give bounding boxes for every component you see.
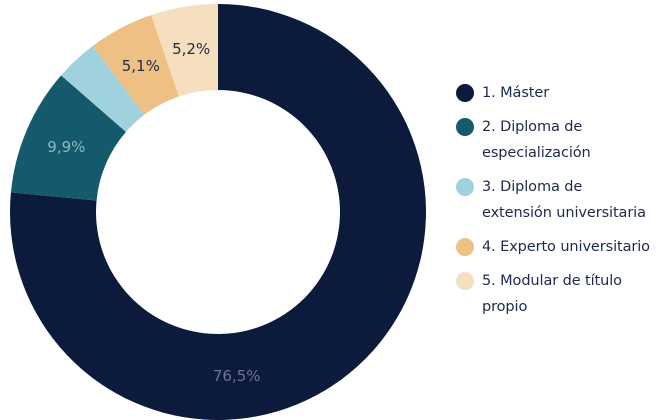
- legend-swatch: [456, 272, 474, 290]
- donut-slice-1: [9, 4, 426, 420]
- slice-value-label-4: 5,1%: [122, 57, 160, 75]
- slice-value-label-1: 76,5%: [213, 367, 261, 385]
- legend-swatch: [456, 238, 474, 256]
- legend-item-modular-titulo-propio: 5. Modular de título propio: [456, 268, 652, 320]
- legend-item-experto-universitario: 4. Experto universitario: [456, 234, 652, 260]
- donut-chart: 76,5% 9,9% 5,1% 5,2%: [9, 4, 426, 420]
- legend-label: 4. Experto universitario: [482, 239, 650, 255]
- slice-value-label-2: 9,9%: [47, 138, 85, 156]
- legend-swatch: [456, 178, 474, 196]
- legend: 1. Máster 2. Diploma de especialización …: [456, 80, 652, 328]
- legend-item-diploma-especializacion: 2. Diploma de especialización: [456, 114, 652, 166]
- legend-item-master: 1. Máster: [456, 80, 652, 106]
- slice-value-label-5: 5,2%: [172, 40, 210, 58]
- legend-item-diploma-extension: 3. Diploma de extensión universitaria: [456, 174, 652, 226]
- legend-label: 5. Modular de título propio: [482, 273, 622, 315]
- donut-slice-2: [10, 75, 126, 201]
- legend-label: 3. Diploma de extensión universitaria: [482, 179, 646, 221]
- legend-label: 2. Diploma de especialización: [482, 119, 591, 161]
- slice-labels: 76,5% 9,9% 5,1% 5,2%: [47, 40, 260, 385]
- legend-swatch: [456, 118, 474, 136]
- donut-slice-5: [151, 4, 218, 97]
- legend-swatch: [456, 84, 474, 102]
- donut-slice-3: [61, 46, 145, 132]
- donut-slice-4: [92, 15, 179, 115]
- legend-label: 1. Máster: [482, 85, 550, 101]
- donut-slices: [9, 4, 426, 420]
